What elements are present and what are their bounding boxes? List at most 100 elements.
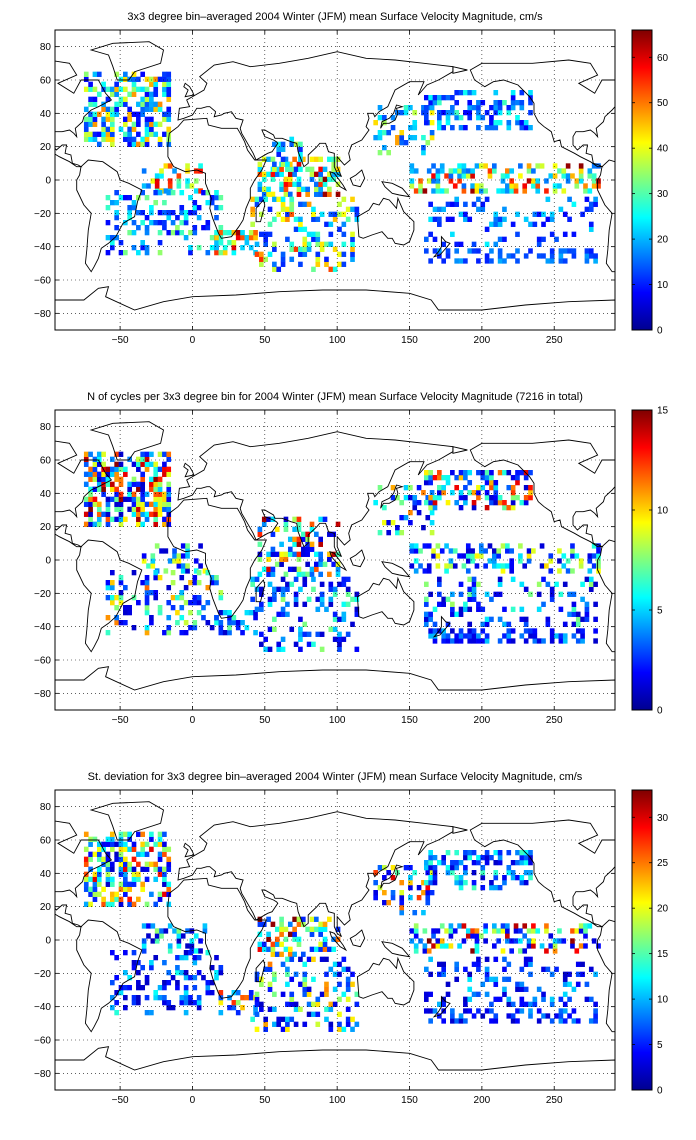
data-bin (140, 240, 146, 246)
data-bin (248, 245, 254, 251)
data-bin (153, 575, 159, 581)
data-bin (123, 1005, 128, 1011)
data-bin (109, 516, 115, 522)
data-bin (83, 71, 89, 77)
data-bin (536, 1018, 542, 1024)
data-bin (146, 933, 151, 939)
data-bin (263, 236, 269, 242)
data-bin (519, 470, 525, 476)
data-bin (548, 943, 554, 949)
data-bin (448, 943, 454, 949)
data-bin (92, 136, 98, 142)
data-bin (259, 601, 264, 607)
data-bin (588, 966, 594, 972)
data-bin (118, 846, 124, 852)
coastline (76, 539, 143, 653)
data-bin (285, 206, 290, 212)
data-bin (118, 481, 124, 487)
data-bin (309, 571, 315, 577)
data-bin (467, 633, 473, 639)
data-bin (497, 500, 503, 506)
data-bin (254, 201, 260, 207)
data-bin (519, 581, 525, 587)
data-bin (267, 1006, 273, 1012)
data-bin (583, 943, 588, 949)
data-bin (144, 466, 150, 472)
data-bin (458, 115, 464, 121)
data-bin (136, 195, 141, 201)
data-bin (140, 101, 146, 107)
data-bin (428, 470, 433, 476)
colorbar-tick-label: 0 (657, 326, 663, 337)
data-bin (257, 571, 263, 577)
data-bin (88, 101, 93, 107)
data-bin (519, 1001, 525, 1007)
data-bin (509, 548, 515, 554)
data-bin (425, 495, 431, 501)
data-bin (437, 495, 442, 501)
data-bin (425, 515, 431, 521)
data-bin (450, 860, 455, 866)
data-bin (167, 178, 173, 184)
data-bin (335, 191, 341, 197)
data-bin (127, 985, 132, 991)
data-bin (562, 231, 568, 237)
data-bin (437, 115, 442, 121)
data-bin (196, 570, 202, 576)
data-bin (497, 110, 503, 116)
data-bin (350, 971, 355, 977)
coastline (183, 82, 195, 98)
data-bin (293, 1021, 299, 1027)
data-bin (123, 876, 128, 882)
data-bin (409, 938, 415, 944)
data-bin (96, 486, 102, 492)
data-bin (272, 261, 277, 267)
data-bin (341, 956, 347, 962)
data-bin (467, 855, 473, 861)
data-bin (465, 568, 471, 574)
data-bin (96, 841, 102, 847)
data-bin (118, 491, 124, 497)
data-bin (327, 551, 332, 557)
data-bin (450, 865, 455, 871)
data-bin (536, 253, 542, 259)
data-bin (423, 115, 429, 121)
data-bin (274, 951, 280, 957)
data-bin (259, 641, 264, 647)
data-bin (528, 971, 533, 977)
data-bin (575, 971, 581, 977)
data-bin (315, 241, 321, 247)
data-bin (513, 938, 519, 944)
data-bin (136, 466, 141, 472)
data-bin (131, 136, 137, 142)
data-bin (439, 188, 445, 194)
data-bin (105, 131, 111, 137)
data-bin (354, 1001, 360, 1007)
data-bin (166, 466, 172, 472)
data-bin (257, 181, 263, 187)
data-bin (136, 141, 141, 147)
data-bin (437, 475, 442, 481)
data-bin (578, 563, 584, 569)
data-bin (188, 245, 193, 251)
data-bin (140, 506, 146, 512)
data-bin (150, 553, 156, 559)
data-bin (471, 105, 477, 111)
data-bin (114, 1010, 119, 1016)
data-bin (324, 261, 329, 267)
data-bin (166, 1005, 172, 1011)
data-bin (131, 141, 137, 147)
data-bin (196, 245, 202, 251)
data-bin (244, 240, 250, 246)
data-bin (140, 96, 146, 102)
data-bin (114, 1000, 119, 1006)
data-bin (183, 985, 189, 991)
data-bin (83, 126, 89, 132)
data-bin (432, 870, 438, 876)
data-bin (101, 896, 106, 902)
data-bin (567, 611, 572, 617)
data-bin (144, 511, 150, 517)
data-bin (192, 625, 198, 631)
data-bin (140, 486, 146, 492)
data-bin (131, 625, 137, 631)
